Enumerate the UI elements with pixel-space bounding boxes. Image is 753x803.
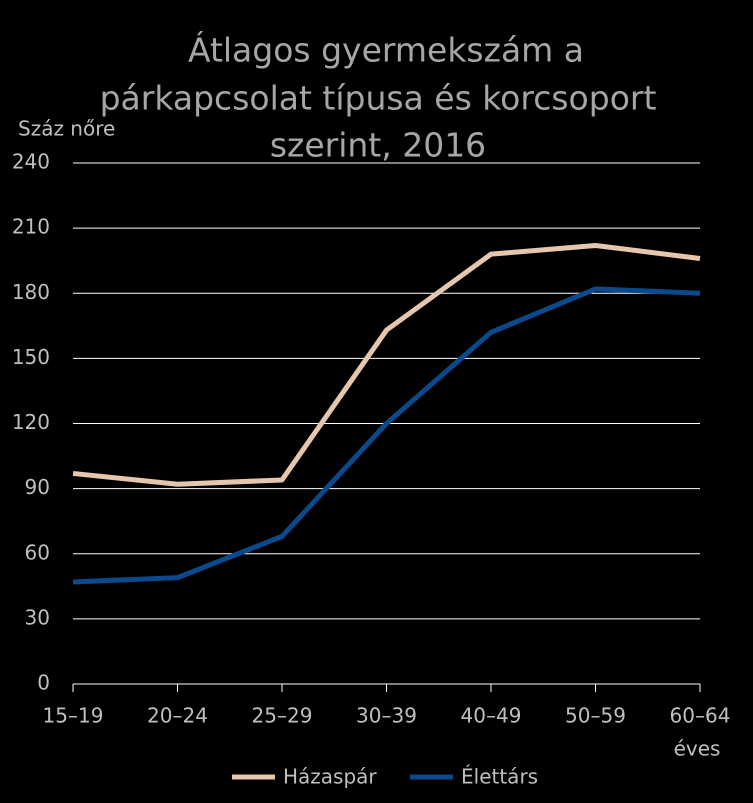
x-tick-label: 20–24 [147, 704, 208, 728]
x-tick-label: 60–64 [670, 704, 731, 728]
y-tick-label: 0 [37, 671, 50, 695]
series-line [72, 242, 701, 487]
x-tick-label: 15–19 [43, 704, 104, 728]
y-tick-label: 240 [12, 150, 50, 174]
y-tick-label: 120 [12, 410, 50, 434]
y-tick-label: 30 [25, 605, 50, 629]
y-tick-label: 60 [25, 540, 50, 564]
y-tick-label: 90 [25, 475, 50, 499]
legend-label: Házaspár [283, 765, 377, 789]
x-tick-label: 30–39 [356, 704, 417, 728]
y-tick-label: 210 [12, 215, 50, 239]
x-tick-label: 50–59 [565, 704, 626, 728]
series-line [72, 286, 701, 585]
chart-title: Átlagos gyermekszám a [188, 30, 584, 70]
x-tick-label: 25–29 [252, 704, 313, 728]
x-tick-label: 40–49 [461, 704, 522, 728]
legend-label: Élettárs [461, 765, 538, 789]
y-tick-label: 150 [12, 345, 50, 369]
chart-title: szerint, 2016 [270, 126, 486, 165]
x-axis-unit: éves [674, 737, 721, 761]
chart-title: párkapcsolat típusa és korcsoport [100, 79, 657, 118]
y-axis-label: Száz nőre [18, 117, 115, 141]
y-tick-label: 180 [12, 280, 50, 304]
